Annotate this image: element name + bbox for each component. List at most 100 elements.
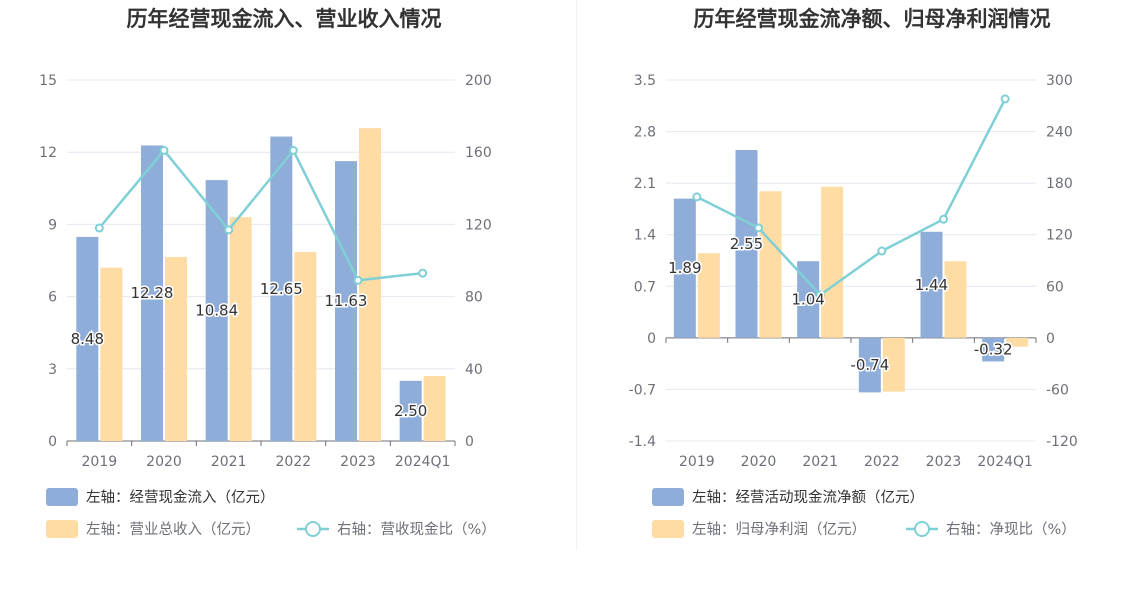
bar-primary [920, 231, 943, 338]
line-point [418, 268, 428, 278]
right-axis-tick: 40 [465, 362, 483, 378]
left-axis-tick: 0.7 [634, 279, 656, 295]
right-axis-tick: -60 [1046, 382, 1069, 398]
left-axis-tick: 0 [647, 331, 656, 347]
data-label: -0.74 [850, 356, 889, 374]
line-point [1000, 94, 1010, 104]
category-label: 2019 [82, 454, 118, 470]
right-axis-tick: 0 [1046, 331, 1055, 347]
bar-primary [141, 145, 163, 441]
left-axis-tick: -0.7 [629, 382, 656, 398]
data-label: 8.48 [71, 330, 104, 348]
right-axis-tick: 240 [1046, 125, 1073, 141]
data-label: 1.44 [915, 276, 948, 294]
bar-secondary [294, 252, 317, 441]
bar-primary [270, 136, 293, 441]
bar-secondary [229, 217, 252, 441]
chart-title: 历年经营现金流入、营业收入情况 [127, 7, 442, 31]
chart-divider [576, 0, 577, 550]
line-point [754, 223, 763, 233]
data-label: 2.50 [394, 402, 427, 420]
right-axis-tick: 80 [465, 290, 483, 306]
legend-swatch-primary [46, 488, 78, 506]
legend-label-secondary: 左轴：归母净利润（亿元） [692, 521, 866, 538]
left-axis-tick: 3.5 [634, 73, 656, 89]
bar-primary [797, 261, 820, 338]
data-label: 1.89 [668, 259, 701, 277]
bar-primary [858, 337, 881, 393]
data-label: 1.04 [791, 291, 824, 309]
legend-label-primary: 左轴：经营现金流入（亿元） [86, 489, 275, 506]
bar-primary [205, 180, 228, 441]
legend-label-line: 右轴：净现比（%） [946, 521, 1076, 538]
legend-label-line: 右轴：营收现金比（%） [337, 521, 496, 538]
data-label: 12.28 [131, 284, 174, 302]
bar-primary [673, 198, 696, 338]
bar-primary [399, 380, 422, 441]
line-point [877, 246, 887, 256]
left-axis-tick: 9 [48, 217, 57, 233]
right-axis-tick: 300 [1046, 73, 1073, 89]
category-label: 2022 [864, 454, 900, 470]
chart-cashflow-revenue: 历年经营现金流入、营业收入情况 0 3 6 9 12 15 0 40 80 120 160 200 20… [39, 7, 496, 538]
line-point [94, 223, 104, 233]
data-label: 12.65 [260, 280, 303, 298]
left-axis-tick: -1.4 [629, 434, 656, 450]
bar-primary [735, 149, 758, 338]
left-axis-tick: 2.8 [634, 125, 656, 141]
line-point [692, 192, 702, 202]
category-label: 2019 [679, 454, 715, 470]
left-axis-tick: 1.4 [634, 228, 656, 244]
bar-secondary [1006, 337, 1029, 347]
right-axis-tick: 120 [1046, 228, 1073, 244]
line-point [939, 214, 948, 224]
line-point [353, 275, 363, 285]
right-axis-tick: 0 [465, 434, 474, 450]
line-point [288, 145, 298, 155]
bar-secondary [359, 128, 381, 441]
line-point [815, 290, 825, 300]
bar-secondary [697, 253, 720, 338]
left-axis-tick: 3 [48, 362, 57, 378]
category-label: 2024Q1 [977, 454, 1033, 470]
data-label: 2.55 [730, 235, 763, 253]
category-label: 2022 [276, 454, 312, 470]
legend-swatch-secondary [46, 520, 78, 538]
bar-secondary [165, 256, 187, 441]
bar-secondary [759, 191, 782, 338]
category-label: 2020 [741, 454, 777, 470]
bar-secondary [882, 337, 905, 392]
data-label: 11.63 [325, 292, 368, 310]
bar-secondary [821, 186, 844, 338]
line-series [696, 98, 1007, 297]
legend-label-secondary: 左轴：营业总收入（亿元） [86, 521, 260, 538]
legend-swatch-primary [652, 488, 684, 506]
category-label: 2024Q1 [395, 454, 451, 470]
bar-secondary [100, 267, 123, 441]
legend-line-marker [914, 521, 930, 537]
legend-swatch-secondary [652, 520, 684, 538]
bar-secondary [423, 376, 446, 441]
right-axis-tick: 200 [465, 73, 492, 89]
right-axis-tick: 160 [465, 145, 492, 161]
left-axis-tick: 12 [39, 145, 57, 161]
right-axis-tick: 120 [465, 217, 492, 233]
category-label: 2021 [802, 454, 838, 470]
left-axis-tick: 2.1 [634, 176, 656, 192]
right-axis-tick: -120 [1046, 434, 1078, 450]
bar-secondary [944, 261, 967, 338]
line-series [98, 148, 423, 282]
left-axis-tick: 15 [39, 73, 57, 89]
legend-line-marker [305, 521, 321, 537]
chart-title: 历年经营现金流净额、归母净利润情况 [694, 7, 1051, 31]
right-axis-tick: 180 [1046, 176, 1073, 192]
right-axis-tick: 60 [1046, 279, 1064, 295]
bar-primary [335, 161, 357, 441]
legend-label-primary: 左轴：经营活动现金流净额（亿元） [692, 489, 924, 506]
left-axis-tick: 6 [48, 290, 57, 306]
category-label: 2023 [926, 454, 962, 470]
category-label: 2021 [211, 454, 247, 470]
category-label: 2020 [146, 454, 182, 470]
data-label: 10.84 [195, 302, 238, 320]
data-label: -0.32 [974, 341, 1013, 359]
